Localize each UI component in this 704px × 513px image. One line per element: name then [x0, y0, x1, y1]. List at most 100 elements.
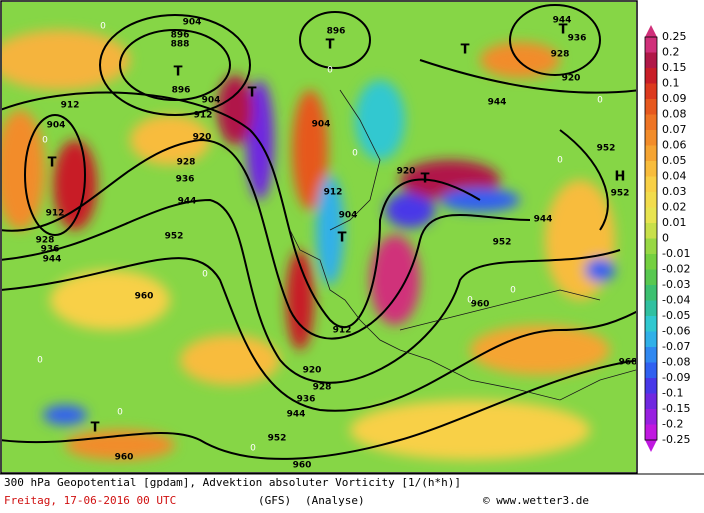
contour-label: 928: [177, 158, 196, 168]
legend-label: 0.1: [662, 77, 680, 90]
zero-label: 0: [352, 149, 358, 159]
contour-label: 960: [293, 461, 312, 471]
legend-swatch: [645, 316, 657, 332]
pressure-center: T: [461, 43, 470, 58]
legend-label: -0.15: [662, 402, 690, 415]
map-border: [0, 0, 638, 474]
legend-label: -0.02: [662, 263, 690, 276]
legend-label: 0.15: [662, 61, 687, 74]
legend-swatch: [645, 347, 657, 363]
legend-swatch: [645, 300, 657, 317]
contour-label: 904: [202, 96, 221, 106]
legend-swatch: [645, 192, 657, 208]
legend-swatch: [645, 52, 657, 69]
contour-label: 912: [324, 188, 343, 198]
zero-label: 0: [100, 22, 106, 32]
legend-swatch: [645, 223, 657, 239]
contour-label: 920: [562, 74, 581, 84]
legend-label: -0.07: [662, 340, 690, 353]
contour-label: 944: [534, 215, 553, 225]
contour-label: 944: [553, 16, 572, 26]
contour-label: 952: [611, 189, 630, 199]
map: TTTTTTTTHT904896888896904912904912920928…: [2, 2, 638, 472]
contour-label: 912: [61, 101, 80, 111]
legend-label: -0.03: [662, 278, 690, 291]
legend-label: -0.05: [662, 309, 690, 322]
legend-swatch: [645, 238, 657, 255]
coastlines: [289, 89, 636, 401]
legend-swatch: [645, 393, 657, 410]
legend-swatch: [645, 362, 657, 379]
contour-label: 960: [115, 453, 134, 463]
legend-swatch: [645, 331, 657, 348]
contour-label: 928: [313, 383, 332, 393]
contour-label: 936: [297, 395, 316, 405]
contour-label: 896: [327, 27, 346, 37]
legend-label: 0.07: [662, 123, 687, 136]
legend-swatch: [645, 161, 657, 177]
footer-run: (Analyse): [305, 494, 365, 507]
legend-label: -0.25: [662, 433, 690, 446]
legend-label: -0.1: [662, 387, 683, 400]
contour-label: 920: [303, 366, 322, 376]
contour-label: 952: [493, 238, 512, 248]
contour-label: 920: [397, 167, 416, 177]
contour-label: 920: [193, 133, 212, 143]
legend-label: -0.06: [662, 325, 690, 338]
zero-label: 0: [467, 296, 473, 306]
footer-date: Freitag, 17-06-2016 00 UTC: [4, 494, 176, 507]
contour-label: 944: [287, 410, 306, 420]
legend-swatch: [645, 207, 657, 224]
geopotential-contours: [2, 4, 636, 460]
legend-label: 0.08: [662, 108, 687, 121]
legend: 0.25 0.2 0.15 0.1 0.09 0.08 0.07 0.06 0.05 0.04 0.…: [644, 25, 690, 452]
zero-label: 0: [557, 156, 563, 166]
contour-label: 952: [165, 232, 184, 242]
zero-label: 0: [202, 270, 208, 280]
zero-label: 0: [327, 66, 333, 76]
legend-label: -0.09: [662, 371, 690, 384]
legend-label: -0.08: [662, 356, 690, 369]
legend-frame: [644, 36, 658, 441]
legend-label: -0.01: [662, 247, 690, 260]
pressure-center: T: [421, 172, 430, 187]
zero-label: 0: [510, 286, 516, 296]
contour-label: 888: [171, 40, 190, 50]
legend-swatch: [645, 254, 657, 270]
legend-swatch: [645, 114, 657, 131]
zero-label: 0: [250, 444, 256, 454]
pressure-center: T: [248, 86, 257, 101]
legend-label: 0.01: [662, 216, 687, 229]
contour-label: 968: [619, 358, 638, 368]
legend-swatch: [645, 409, 657, 425]
contour-label: 904: [183, 18, 202, 28]
contour-label: 952: [268, 434, 287, 444]
zero-label: 0: [117, 408, 123, 418]
contour-label: 952: [597, 144, 616, 154]
contour-label: 944: [488, 98, 507, 108]
contour-label: 960: [135, 292, 154, 302]
footer-model: (GFS): [258, 494, 291, 507]
legend-swatch: [645, 99, 657, 115]
contour-label: 936: [176, 175, 195, 185]
contour-label: 944: [43, 255, 62, 265]
contour-label: 928: [551, 50, 570, 60]
pressure-center: T: [48, 156, 57, 171]
legend-label: -0.2: [662, 418, 683, 431]
contour-label: 936: [41, 245, 60, 255]
zero-label: 0: [597, 96, 603, 106]
legend-label: 0.03: [662, 185, 687, 198]
legend-swatch: [645, 378, 657, 394]
footer-credit: © www.wetter3.de: [483, 494, 589, 507]
contour-label: 896: [171, 31, 190, 41]
legend-label: 0.05: [662, 154, 687, 167]
pressure-center: T: [326, 38, 335, 53]
legend-label: 0.06: [662, 139, 687, 152]
footer-title: 300 hPa Geopotential [gpdam], Advektion …: [4, 476, 461, 489]
legend-swatch: [645, 83, 657, 100]
pressure-center: H: [615, 170, 626, 185]
legend-label: -0.04: [662, 294, 690, 307]
contour-label: 896: [172, 86, 191, 96]
legend-label: 0: [662, 232, 669, 245]
